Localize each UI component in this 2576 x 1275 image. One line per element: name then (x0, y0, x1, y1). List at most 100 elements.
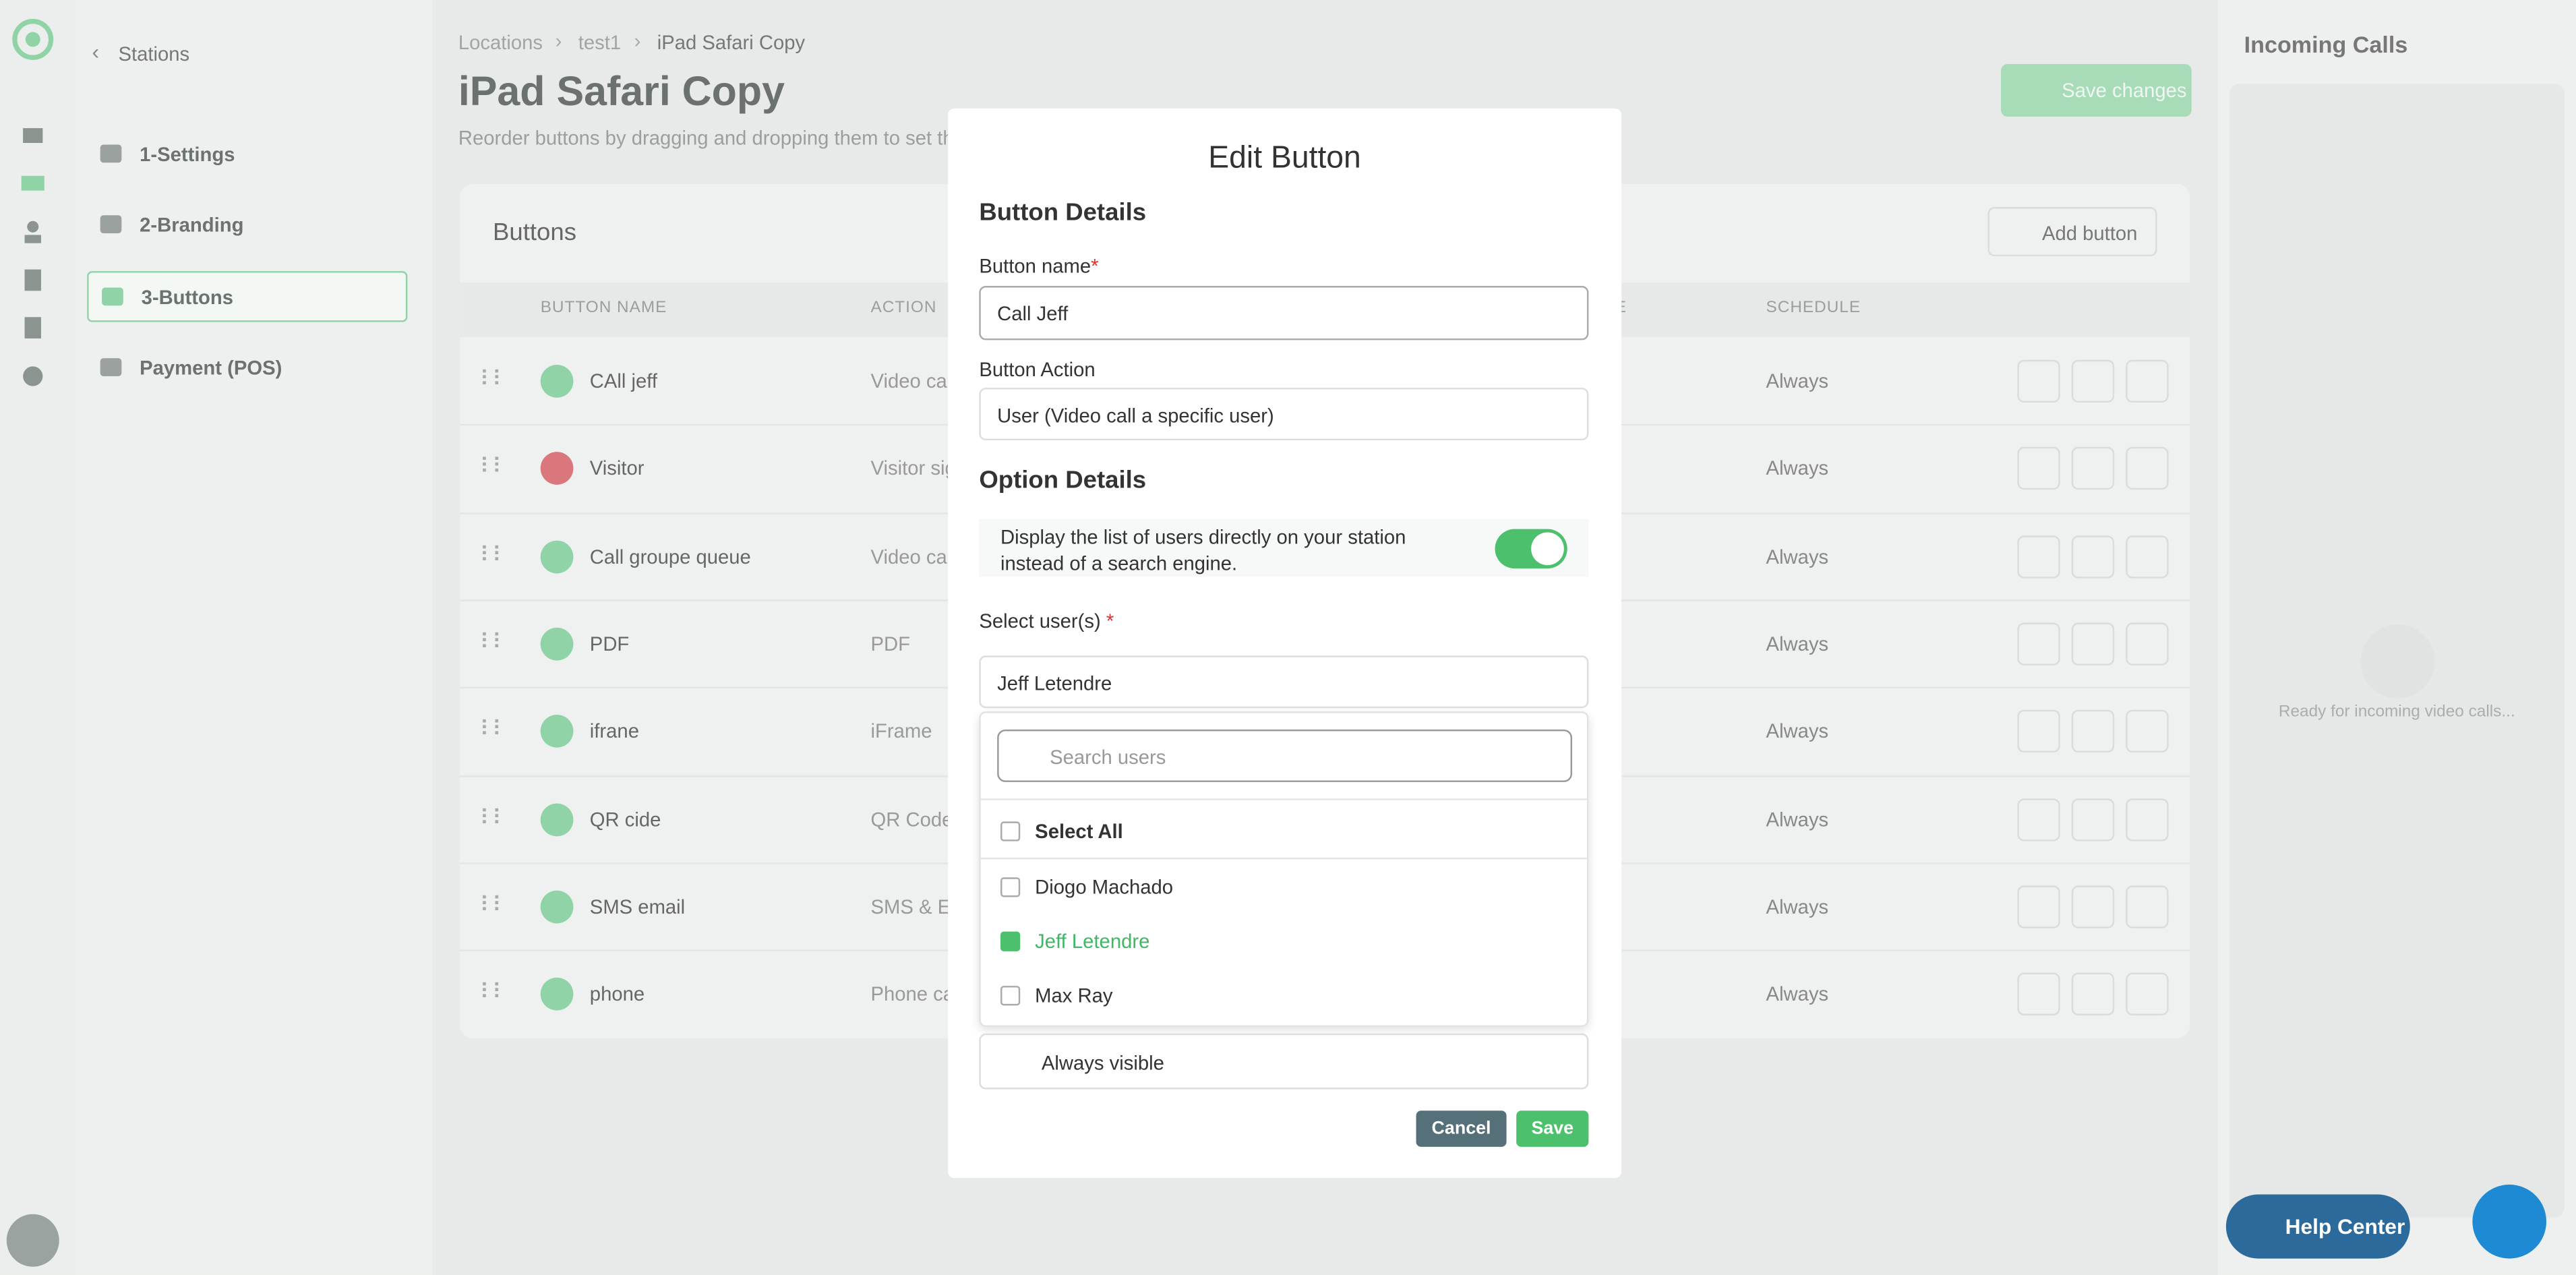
incoming-panel: Incoming Calls Ready for incoming video … (2217, 0, 2576, 1275)
select-all[interactable]: Select All (1035, 819, 1123, 843)
help-label: Help Center (2285, 1214, 2405, 1239)
edit-button[interactable] (2126, 447, 2169, 490)
drag-handle[interactable]: ⠇⠇ (479, 891, 508, 917)
chat-button[interactable] (2472, 1184, 2547, 1259)
copy-button[interactable] (2071, 798, 2115, 841)
section-title: Option Details (979, 467, 1147, 495)
drag-handle[interactable]: ⠇⠇ (479, 979, 508, 1005)
save-button[interactable]: Save (1516, 1110, 1589, 1147)
drag-handle[interactable]: ⠇⠇ (479, 629, 508, 654)
help-center-button[interactable]: Help Center (2225, 1194, 2410, 1259)
add-label: Add button (2041, 221, 2138, 245)
save-changes-button[interactable]: Save changes (2001, 64, 2192, 117)
toggle-switch[interactable] (1495, 529, 1567, 569)
nav-item[interactable]: 2-Branding (87, 201, 407, 252)
button-action: QR Code (870, 807, 953, 831)
delete-button[interactable] (2017, 622, 2060, 665)
avatar[interactable] (6, 1214, 59, 1267)
edit-button[interactable] (2126, 798, 2169, 841)
edit-button[interactable] (2126, 622, 2169, 665)
breadcrumb-item[interactable]: Locations (458, 31, 543, 55)
delete-button[interactable] (2017, 710, 2060, 753)
button-action: PDF (870, 632, 910, 656)
button-name: CAll jeff (589, 369, 658, 393)
breadcrumb-item: iPad Safari Copy (657, 31, 806, 55)
cancel-button[interactable]: Cancel (1416, 1110, 1507, 1147)
button-action: SMS & En (870, 895, 962, 918)
button-action: Video cal (870, 369, 952, 393)
copy-button[interactable] (2071, 885, 2115, 928)
button-schedule: Always (1766, 632, 1829, 656)
checkbox[interactable] (1000, 877, 1021, 897)
button-action: iFrame (870, 719, 932, 743)
field-label: Select user(s) * (979, 610, 1114, 632)
drag-handle[interactable]: ⠇⠇ (479, 454, 508, 479)
nav-label: 2-Branding (140, 214, 244, 237)
button-schedule: Always (1766, 807, 1829, 831)
field-label: Button name* (979, 255, 1098, 278)
copy-button[interactable] (2071, 535, 2115, 578)
nav-item[interactable]: 3-Buttons (87, 272, 408, 323)
checkbox[interactable] (1000, 931, 1021, 951)
icon-rail (0, 0, 76, 1275)
button-schedule: Always (1766, 895, 1829, 918)
delete-button[interactable] (2017, 359, 2060, 403)
column-header: ACTION (870, 299, 937, 318)
breadcrumb-item[interactable]: test1 (578, 31, 622, 55)
copy-button[interactable] (2071, 710, 2115, 753)
back-link[interactable]: Stations (118, 42, 190, 66)
rail-icons[interactable] (20, 121, 46, 401)
status-dot (540, 539, 574, 573)
add-button[interactable]: Add button (1987, 207, 2157, 257)
modal-title: Edit Button (1208, 141, 1361, 176)
name-input[interactable]: Call Jeff (979, 286, 1589, 340)
user-name[interactable]: Max Ray (1035, 984, 1113, 1007)
button-schedule: Always (1766, 545, 1829, 568)
edit-button[interactable] (2126, 535, 2169, 578)
checkbox[interactable] (1000, 986, 1021, 1006)
button-schedule: Always (1766, 982, 1829, 1006)
button-name: Visitor (589, 457, 645, 481)
label-text: Button name (979, 254, 1091, 278)
user-name[interactable]: Diogo Machado (1035, 875, 1174, 899)
copy-button[interactable] (2071, 622, 2115, 665)
button-name: QR cide (589, 807, 661, 831)
back-arrow: ‹ (92, 39, 100, 65)
edit-button[interactable] (2126, 710, 2169, 753)
nav-panel: Stations ‹ 1-Settings 2-Branding 3-Buttons… (76, 0, 432, 1275)
divider (980, 858, 1587, 860)
edit-button[interactable] (2126, 885, 2169, 928)
visibility-row[interactable]: Always visible (979, 1033, 1589, 1090)
delete-button[interactable] (2017, 447, 2060, 490)
drag-handle[interactable]: ⠇⠇ (479, 804, 508, 829)
delete-button[interactable] (2017, 972, 2060, 1016)
copy-button[interactable] (2071, 972, 2115, 1016)
delete-button[interactable] (2017, 798, 2060, 841)
copy-button[interactable] (2071, 447, 2115, 490)
edit-modal: Edit Button Button Details Button name* … (948, 108, 1622, 1179)
drag-handle[interactable]: ⠇⠇ (479, 716, 508, 742)
column-header: SCHEDULE (1766, 299, 1861, 318)
drag-handle[interactable]: ⠇⠇ (479, 541, 508, 566)
drag-handle[interactable]: ⠇⠇ (479, 366, 508, 391)
status-dot (540, 364, 574, 398)
delete-button[interactable] (2017, 535, 2060, 578)
user-name[interactable]: Jeff Letendre (1035, 930, 1150, 953)
users-select[interactable]: Jeff Letendre (979, 655, 1589, 709)
search-input[interactable]: Search users (997, 729, 1573, 782)
delete-button[interactable] (2017, 885, 2060, 928)
status-dot (540, 627, 574, 661)
status-dot (540, 802, 574, 836)
nav-item[interactable]: Payment (POS) (87, 343, 407, 394)
copy-button[interactable] (2071, 359, 2115, 403)
checkbox[interactable] (1000, 821, 1021, 841)
toggle-knob (1531, 532, 1564, 566)
action-select[interactable]: User (Video call a specific user) (979, 388, 1589, 441)
edit-button[interactable] (2126, 359, 2169, 403)
nav-item[interactable]: 1-Settings (87, 130, 407, 181)
button-schedule: Always (1766, 457, 1829, 481)
edit-button[interactable] (2126, 972, 2169, 1016)
status-dot (540, 715, 574, 748)
button-name: SMS email (589, 895, 686, 918)
